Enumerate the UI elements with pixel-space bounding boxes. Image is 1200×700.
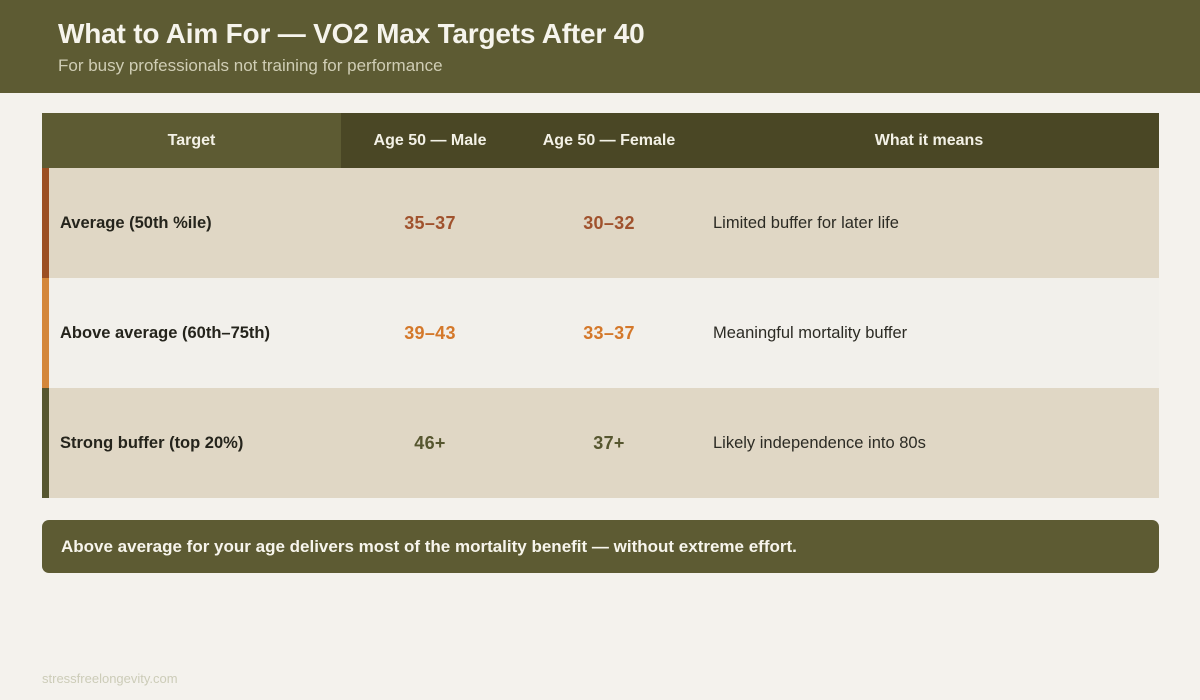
cell-target: Above average (60th–75th) xyxy=(60,323,270,342)
cell-male-value: 39–43 xyxy=(404,322,456,343)
cell-what-it-means: Limited buffer for later life xyxy=(713,213,899,232)
cell-what-it-means: Meaningful mortality buffer xyxy=(713,323,908,342)
row-accent-bar xyxy=(42,168,49,278)
column-header-female: Age 50 — Female xyxy=(542,131,676,149)
table-header-row: Target Age 50 — Male Age 50 — Female Wha… xyxy=(42,113,1159,168)
vo2max-targets-table: Target Age 50 — Male Age 50 — Female Wha… xyxy=(42,113,1159,498)
source-watermark: stressfreelongevity.com xyxy=(42,671,178,686)
cell-male-value: 35–37 xyxy=(404,212,456,233)
page-title: What to Aim For — VO2 Max Targets After … xyxy=(58,18,645,49)
header-banner: What to Aim For — VO2 Max Targets After … xyxy=(0,0,1200,93)
cell-female-value: 30–32 xyxy=(583,212,635,233)
cell-target: Average (50th %ile) xyxy=(60,213,212,232)
cell-male-value: 46+ xyxy=(414,432,446,453)
row-accent-bar xyxy=(42,278,49,388)
cell-female-value: 37+ xyxy=(593,432,625,453)
cell-target: Strong buffer (top 20%) xyxy=(60,433,244,452)
page-subtitle: For busy professionals not training for … xyxy=(58,56,443,75)
column-header-target: Target xyxy=(42,113,341,168)
row-accent-bar xyxy=(42,388,49,498)
table-row: Strong buffer (top 20%) 46+ 37+ Likely i… xyxy=(42,388,1159,498)
key-takeaway-banner: Above average for your age delivers most… xyxy=(42,520,1159,573)
table-row: Above average (60th–75th) 39–43 33–37 Me… xyxy=(42,278,1159,388)
column-header-what-it-means: What it means xyxy=(874,131,984,149)
cell-female-value: 33–37 xyxy=(583,322,635,343)
key-takeaway-text: Above average for your age delivers most… xyxy=(61,536,797,556)
table-row: Average (50th %ile) 35–37 30–32 Limited … xyxy=(42,168,1159,278)
column-header-male: Age 50 — Male xyxy=(373,131,487,149)
cell-what-it-means: Likely independence into 80s xyxy=(713,433,926,452)
